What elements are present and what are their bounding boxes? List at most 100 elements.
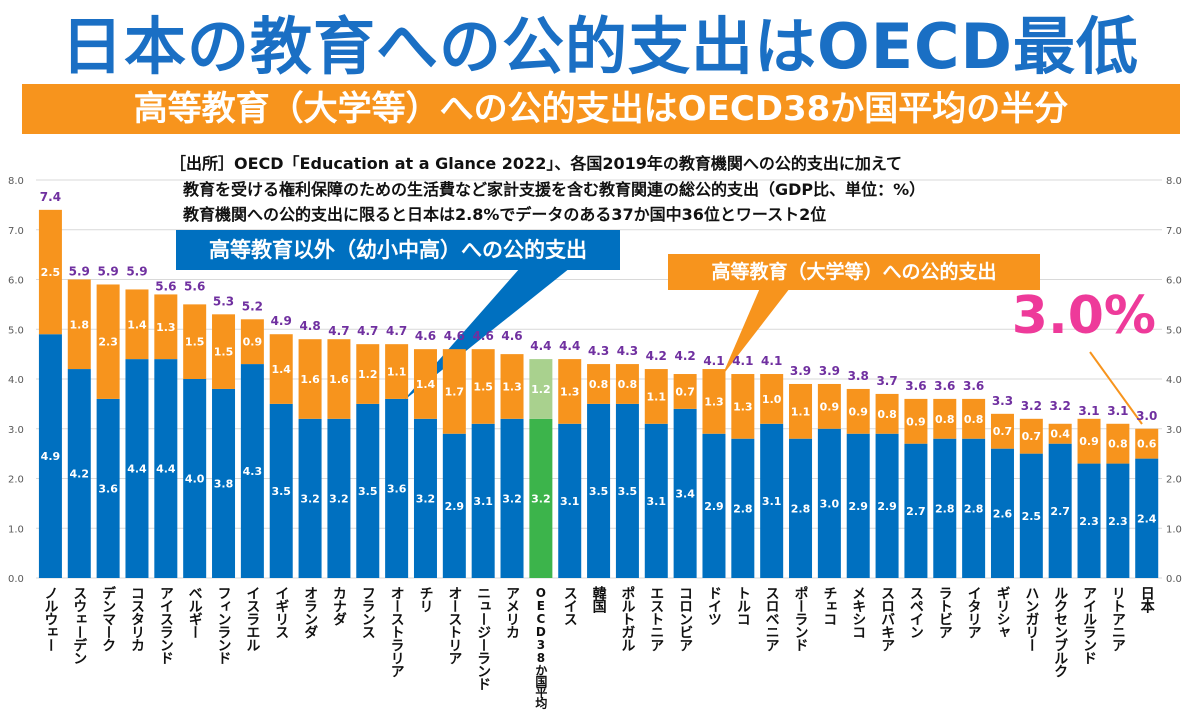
bar-label-non-tertiary: 2.8	[733, 502, 753, 515]
bar-label-non-tertiary: 3.5	[618, 485, 638, 498]
bar-label-non-tertiary: 3.5	[271, 485, 291, 498]
bar-non-tertiary	[529, 418, 553, 578]
bar-tertiary	[587, 364, 611, 404]
x-category-label: ルクセンブルク	[1052, 586, 1069, 677]
bar-label-non-tertiary: 2.9	[445, 500, 465, 513]
bar-non-tertiary	[933, 438, 957, 578]
total-label: 3.1	[1078, 404, 1099, 418]
bar-non-tertiary	[183, 379, 207, 578]
bar-label-non-tertiary: 3.2	[502, 492, 522, 505]
bar-tertiary	[38, 209, 62, 335]
bar-non-tertiary	[125, 359, 149, 578]
page-title: 日本の教育への公的支出はOECD最低	[60, 10, 1140, 83]
y-tick-label-right: 0.0	[1166, 574, 1182, 585]
bar-label-non-tertiary: 2.6	[993, 507, 1013, 520]
bar-non-tertiary	[587, 403, 611, 578]
y-tick-label-left: 8.0	[8, 176, 24, 187]
bar-label-tertiary: 0.9	[243, 336, 263, 349]
bar-label-tertiary: 1.3	[704, 395, 724, 408]
x-category-label: フィンランド	[215, 586, 232, 664]
bar-label-tertiary: 0.6	[1137, 438, 1157, 451]
bar-tertiary	[789, 383, 813, 439]
total-label: 3.3	[992, 394, 1013, 408]
total-label: 4.6	[501, 329, 522, 343]
y-tick-label-right: 8.0	[1166, 176, 1182, 187]
bar-tertiary	[471, 349, 495, 424]
x-category-label: デンマーク	[100, 586, 117, 651]
bar-tertiary	[904, 398, 928, 444]
y-tick-label-right: 2.0	[1166, 475, 1182, 486]
bar-label-tertiary: 0.9	[1079, 435, 1099, 448]
x-category-label: チェコ	[821, 586, 838, 625]
y-tick-label-left: 0.0	[8, 574, 24, 585]
x-category-label: コロンビア	[677, 586, 694, 651]
bar-tertiary	[96, 284, 120, 399]
x-category-label: メキシコ	[850, 586, 867, 638]
total-label: 4.3	[588, 344, 609, 358]
bar-label-tertiary: 1.4	[416, 378, 436, 391]
bar-label-non-tertiary: 2.5	[1022, 510, 1042, 523]
bar-non-tertiary	[298, 418, 322, 578]
bar-tertiary	[1077, 418, 1101, 464]
total-label: 3.6	[963, 379, 984, 393]
bar-label-tertiary: 0.8	[964, 413, 984, 426]
bar-label-non-tertiary: 2.8	[935, 502, 955, 515]
bar-label-non-tertiary: 2.4	[1137, 512, 1157, 525]
total-label: 3.7	[876, 374, 897, 388]
total-label: 5.6	[184, 279, 205, 293]
bar-label-non-tertiary: 2.9	[704, 500, 724, 513]
bar-label-non-tertiary: 3.8	[214, 477, 234, 490]
bar-non-tertiary	[817, 428, 841, 578]
bar-tertiary	[183, 304, 207, 379]
y-tick-label-right: 3.0	[1166, 425, 1182, 436]
x-category-label: オランダ	[302, 586, 319, 638]
x-category-label: イスラエル	[244, 586, 261, 651]
bar-label-tertiary: 1.4	[271, 363, 291, 376]
x-category-label: ハンガリー	[1023, 586, 1040, 651]
y-tick-label-left: 5.0	[8, 325, 24, 336]
bar-label-tertiary: 0.9	[820, 400, 840, 413]
x-category-label: イギリス	[273, 586, 290, 638]
bar-label-tertiary: 0.8	[877, 408, 897, 421]
bar-label-non-tertiary: 4.3	[243, 465, 263, 478]
bar-label-tertiary: 1.6	[329, 373, 349, 386]
subtitle-banner: 高等教育（大学等）への公的支出はOECD38か国平均の半分	[22, 84, 1180, 134]
bar-label-tertiary: 0.8	[935, 413, 955, 426]
bar-non-tertiary	[615, 403, 639, 578]
total-label: 3.2	[1021, 399, 1042, 413]
bar-label-non-tertiary: 4.0	[185, 473, 205, 486]
bar-tertiary	[413, 349, 437, 419]
bar-tertiary	[1135, 428, 1159, 459]
x-category-label: スウェーデン	[71, 586, 88, 664]
japan-total-callout: 3.0%	[1011, 286, 1156, 346]
x-category-label: スイス	[561, 586, 578, 625]
x-category-label: スロベニア	[763, 586, 780, 651]
bar-non-tertiary	[789, 438, 813, 578]
total-label: 3.8	[848, 369, 869, 383]
total-label: 3.0	[1136, 409, 1157, 423]
bar-label-tertiary: 0.7	[675, 385, 695, 398]
total-label: 5.9	[126, 264, 147, 278]
bar-label-non-tertiary: 4.9	[41, 450, 61, 463]
bar-tertiary	[154, 294, 178, 360]
bar-non-tertiary	[67, 369, 91, 578]
bar-label-tertiary: 0.8	[1108, 438, 1128, 451]
bar-non-tertiary	[96, 398, 120, 578]
x-category-label: アイスランド	[157, 586, 174, 664]
x-category-label: OECD38か国平均	[533, 586, 548, 708]
x-category-label: スロバキア	[879, 586, 896, 651]
total-label: 5.3	[213, 294, 234, 308]
bar-non-tertiary	[413, 418, 437, 578]
bar-tertiary	[269, 334, 293, 404]
x-category-label: フランス	[359, 586, 376, 638]
callout-non-tertiary: 高等教育以外（幼小中高）への公的支出	[176, 230, 620, 270]
bar-tertiary	[933, 398, 957, 439]
bar-label-non-tertiary: 4.4	[127, 463, 147, 476]
bar-non-tertiary	[990, 448, 1014, 578]
total-label: 4.6	[473, 329, 494, 343]
y-tick-label-left: 7.0	[8, 226, 24, 237]
bar-tertiary	[327, 339, 351, 419]
bar-label-non-tertiary: 3.1	[762, 495, 782, 508]
bar-label-tertiary: 0.8	[589, 378, 609, 391]
